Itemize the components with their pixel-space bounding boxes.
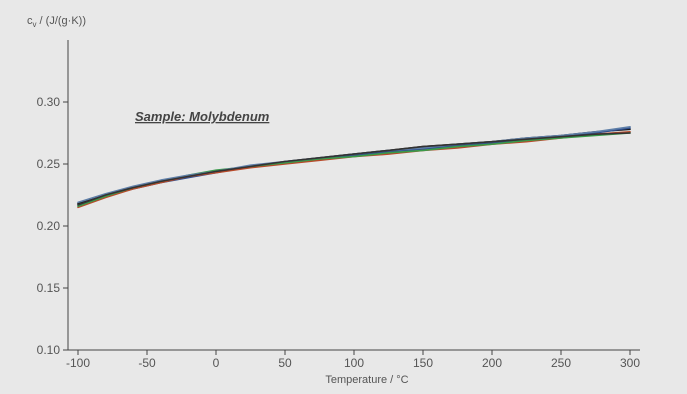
sample-annotation: Sample: Molybdenum bbox=[135, 109, 270, 124]
y-tick-label: 0.20 bbox=[37, 219, 61, 233]
x-tick-label: -100 bbox=[66, 356, 90, 370]
x-tick-label: 150 bbox=[413, 356, 433, 370]
x-ticks: -100 -50 0 50 100 150 200 250 300 bbox=[66, 350, 640, 370]
series-line-4 bbox=[77, 132, 631, 207]
x-tick-label: 100 bbox=[344, 356, 364, 370]
x-tick-label: 0 bbox=[213, 356, 220, 370]
y-tick-label: 0.25 bbox=[37, 157, 61, 171]
series-line-6 bbox=[77, 132, 631, 206]
x-tick-label: 200 bbox=[482, 356, 502, 370]
series-line-3 bbox=[77, 131, 631, 209]
y-axis-title: cv / (J/(g·K)) bbox=[27, 15, 86, 29]
y-tick-label: 0.30 bbox=[37, 95, 61, 109]
x-axis-title: Temperature / °C bbox=[325, 374, 408, 386]
y-ticks: 0.10 0.15 0.20 0.25 0.30 bbox=[37, 95, 68, 357]
y-tick-label: 0.15 bbox=[37, 281, 61, 295]
y-tick-label: 0.10 bbox=[37, 343, 61, 357]
x-tick-label: -50 bbox=[138, 356, 156, 370]
x-tick-label: 50 bbox=[278, 356, 292, 370]
series-layer bbox=[77, 126, 631, 209]
x-tick-label: 300 bbox=[620, 356, 640, 370]
x-tick-label: 250 bbox=[551, 356, 571, 370]
series-line-1 bbox=[77, 128, 631, 205]
